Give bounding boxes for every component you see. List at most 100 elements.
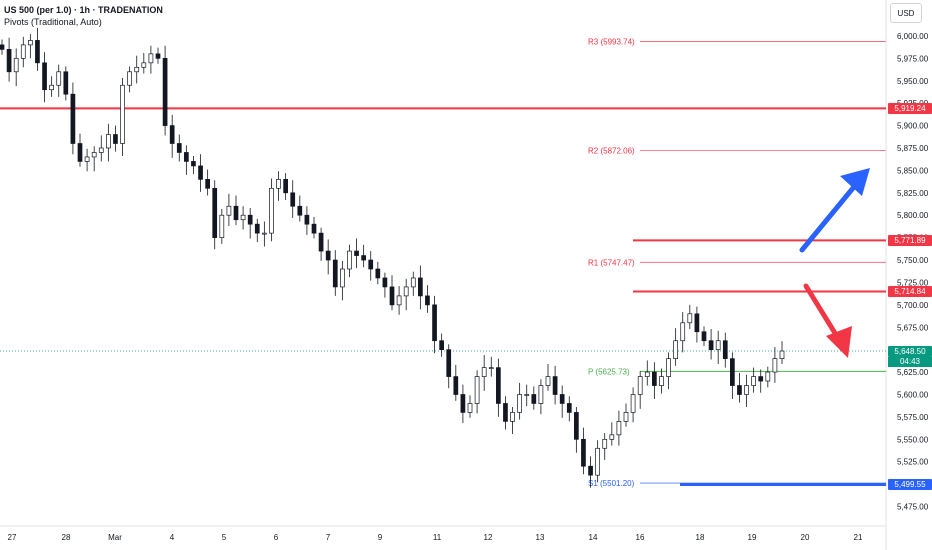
candle-body [403,286,409,297]
candle-body [503,403,508,422]
candle-body [623,412,629,422]
candle-body [219,214,225,238]
candle-body [439,340,444,351]
candle-body [425,295,430,306]
y-tick-label: 5,525.00 [897,458,929,467]
pivot-label: R3 (5993.74) [588,38,635,47]
x-tick-label: 20 [801,533,810,542]
candle-body [432,304,437,342]
candle-body [127,71,132,86]
x-tick-label: 7 [326,533,331,542]
candle-body [233,205,239,221]
candle-body [453,376,459,395]
x-tick-label: 19 [748,533,757,542]
y-tick-label: 5,800.00 [897,211,929,220]
candle-body [226,205,232,216]
candle-body [162,57,168,126]
x-tick-label: 4 [170,533,175,542]
candle-body [84,156,90,162]
candle-body [368,259,374,270]
symbol-title[interactable]: US 500 (per 1.0) · 1h · TRADENATION [4,5,163,15]
y-tick-label: 5,875.00 [897,144,929,153]
candle-body [375,268,381,279]
y-tick-label: 5,625.00 [897,368,929,377]
candle-body [49,84,54,91]
x-tick-label: 14 [589,533,598,542]
candle-body [191,161,196,167]
candle-body [467,403,473,413]
candle-body [389,286,395,306]
y-tick-label: 6,000.00 [897,32,929,41]
candle-body [106,134,111,149]
x-tick-label: 27 [8,533,17,542]
candle-body [56,71,62,86]
candle-body [28,40,33,46]
indicator-label[interactable]: Pivots (Traditional, Auto) [4,17,102,27]
candle-body [659,376,664,386]
x-tick-label: 9 [378,533,383,542]
candle-body [240,214,246,221]
chart-header: US 500 (per 1.0) · 1h · TRADENATION Pivo… [4,4,163,28]
y-tick-label: 5,550.00 [897,435,929,444]
candle-body [418,277,423,297]
candle-body [517,394,522,413]
candle-body [722,340,728,359]
candle-body [20,44,26,59]
candle-body [737,385,742,395]
candle-body [581,438,586,467]
x-tick-label: 6 [274,533,279,542]
y-tick-label: 5,600.00 [897,391,929,400]
bearish-arrow-head [826,326,852,358]
y-tick-label: 5,975.00 [897,54,929,63]
candle-body [63,71,69,95]
candle-body [474,376,480,404]
candle-body [304,214,310,225]
candle-body [297,205,303,216]
candle-body [269,187,274,234]
bullish-arrow-head [840,168,870,196]
currency-button[interactable]: USD [890,3,922,23]
level-price-tag: 5,499.55 [888,479,932,491]
candle-body [538,385,544,404]
candle-body [701,331,707,342]
x-tick-label: 28 [62,533,71,542]
candle-body [311,223,317,234]
pivot-label: R1 (5747.47) [588,258,635,267]
candle-body [325,250,331,261]
candle-body [652,371,657,386]
candle-body [680,322,686,342]
candle-body [758,376,764,382]
y-tick-label: 5,725.00 [897,278,929,287]
pivot-label: R2 (5872.06) [588,147,635,156]
candle-body [6,49,12,73]
candle-body [254,223,260,234]
candle-body [396,295,402,306]
candle-body [715,340,721,351]
candle-body [772,358,778,373]
candle-body [687,313,693,324]
candle-body [247,214,253,225]
candle-body [184,152,189,162]
candle-body [13,57,19,73]
candle-body [730,358,735,386]
candle-body [354,250,359,256]
candle-body [765,371,771,382]
y-tick-label: 5,575.00 [897,413,929,422]
level-price-tag: 5,714.84 [888,286,932,298]
candle-body [496,367,501,404]
candle-body [290,192,296,207]
candle-body [588,465,593,476]
bullish-arrow [799,179,861,253]
candle-body [446,349,452,377]
candle-body [176,143,182,153]
candle-body [779,350,785,359]
candle-body [98,147,104,153]
y-tick-label: 5,900.00 [897,122,929,131]
y-tick-label: 5,950.00 [897,77,929,86]
candle-body [637,376,643,395]
candle-body [141,62,147,68]
candle-body [574,412,579,440]
x-tick-label: 11 [433,533,442,542]
